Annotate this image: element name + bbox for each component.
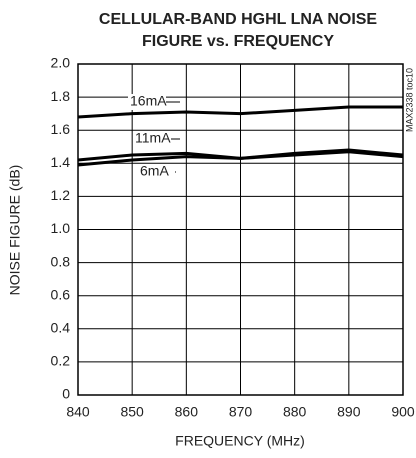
series-label: 16mA: [130, 93, 167, 109]
x-tick-label: 840: [66, 404, 90, 420]
data-line: [77, 105, 403, 119]
y-tick-label: 0: [62, 386, 70, 402]
series-label: 6mA: [140, 163, 169, 179]
y-tick-label: 1.0: [51, 220, 71, 236]
x-axis-label: FREQUENCY (MHz): [175, 433, 305, 449]
y-tick-label: 0.8: [51, 253, 71, 269]
x-tick-label: 900: [391, 404, 415, 420]
series-label: 11mA: [135, 130, 171, 146]
figure-code: MAX2338 toc10: [404, 68, 414, 132]
chart-subtitle: FIGURE vs. FREQUENCY: [142, 33, 334, 50]
y-tick-label: 2.0: [51, 55, 71, 71]
y-tick-label: 0.2: [51, 353, 71, 369]
y-tick-label: 0.6: [51, 286, 71, 302]
label-bg: [138, 164, 176, 180]
y-axis-label: NOISE FIGURE (dB): [7, 165, 23, 296]
label-bg: [128, 94, 166, 110]
chart-title: CELLULAR-BAND HGHL LNA NOISE: [99, 11, 378, 28]
y-tick-label: 1.6: [51, 121, 71, 137]
x-tick-label: 850: [120, 404, 144, 420]
y-tick-label: 1.2: [51, 187, 71, 203]
label-bg: [133, 131, 171, 147]
y-tick-label: 0.4: [51, 320, 71, 336]
x-tick-label: 880: [283, 404, 307, 420]
y-tick-label: 1.4: [51, 154, 71, 170]
y-tick-label: 1.8: [51, 88, 71, 104]
data-line: [77, 150, 404, 167]
x-tick-label: 870: [229, 404, 253, 420]
x-tick-label: 860: [175, 404, 199, 420]
x-tick-label: 890: [337, 404, 361, 420]
